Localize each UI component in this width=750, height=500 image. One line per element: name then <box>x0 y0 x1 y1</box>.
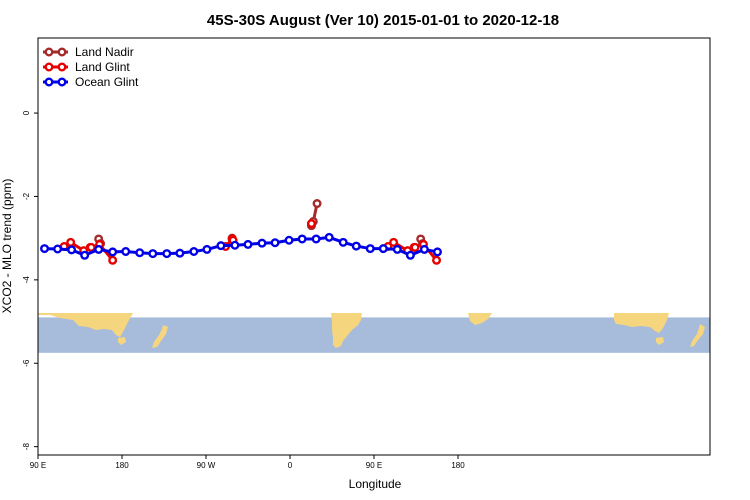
y-tick-label: 0 <box>22 110 31 115</box>
data-point-ocean-glint <box>351 241 361 251</box>
map-land-tasmania-right <box>656 337 664 345</box>
data-point-ocean-glint <box>94 244 104 254</box>
data-point-ocean-glint <box>270 238 280 248</box>
chart-title: 45S-30S August (Ver 10) 2015-01-01 to 20… <box>207 12 559 29</box>
map-ocean <box>38 317 710 353</box>
data-point-ocean-glint <box>405 250 415 260</box>
data-point-land-glint <box>389 237 399 247</box>
legend-item-land-glint: Land Glint <box>43 60 130 74</box>
y-axis: 0 -2 -4 -6 -8 <box>22 110 38 450</box>
map-land-australia-left <box>38 313 133 337</box>
data-point-ocean-glint <box>284 235 294 245</box>
data-point-ocean-glint <box>392 244 402 254</box>
data-point-land-glint <box>432 255 442 265</box>
data-point-ocean-glint <box>230 240 240 250</box>
data-point-ocean-glint <box>40 244 50 254</box>
data-point-ocean-glint <box>67 245 77 255</box>
x-tick-label: 180 <box>451 461 465 470</box>
data-point-ocean-glint <box>243 239 253 249</box>
map-land-africa <box>468 313 492 325</box>
x-tick-label: 180 <box>115 461 129 470</box>
x-tick-label: 0 <box>288 461 293 470</box>
x-axis-label: Longitude <box>349 477 402 491</box>
data-point-ocean-glint <box>162 249 172 259</box>
legend-item-land-nadir: Land Nadir <box>43 45 134 59</box>
data-point-ocean-glint <box>311 234 321 244</box>
map-land-newzealand-left <box>152 325 168 348</box>
x-axis: 90 E 180 90 W 0 90 E 180 <box>30 455 465 470</box>
data-point-ocean-glint <box>80 250 90 260</box>
map-land-newzealand-right <box>690 324 705 347</box>
data-point-ocean-glint <box>108 247 118 257</box>
y-axis-label: XCO2 - MLO trend (ppm) <box>0 179 14 314</box>
legend-marker <box>44 47 54 57</box>
map-land <box>38 313 705 348</box>
data-point-ocean-glint <box>324 232 334 242</box>
data-point-land-glint <box>66 237 76 247</box>
y-tick-label: -4 <box>22 276 31 284</box>
data-point-land-glint <box>306 219 316 229</box>
legend-marker <box>57 77 67 87</box>
legend-marker <box>57 47 67 57</box>
series-ocean-glint <box>40 232 442 260</box>
data-point-ocean-glint <box>202 244 212 254</box>
data-point-land-glint <box>86 242 96 252</box>
data-point-ocean-glint <box>148 249 158 259</box>
data-point-ocean-glint <box>378 244 388 254</box>
data-point-ocean-glint <box>135 248 145 258</box>
legend-label: Land Glint <box>75 60 130 74</box>
y-tick-label: -8 <box>22 443 31 451</box>
data-point-ocean-glint <box>121 247 131 257</box>
legend-item-ocean-glint: Ocean Glint <box>43 75 139 89</box>
y-tick-label: -6 <box>22 359 31 367</box>
x-tick-label: 90 E <box>366 461 382 470</box>
data-point-ocean-glint <box>175 248 185 258</box>
map-land-australia-right <box>614 313 669 333</box>
y-tick-label: -2 <box>22 192 31 200</box>
legend-label: Land Nadir <box>75 45 134 59</box>
data-point-ocean-glint <box>297 234 307 244</box>
data-point-land-nadir <box>312 199 322 209</box>
data-point-land-glint <box>108 255 118 265</box>
map-land-tasmania-left <box>118 337 126 345</box>
data-point-ocean-glint <box>53 244 63 254</box>
legend-marker <box>44 62 54 72</box>
data-point-ocean-glint <box>365 244 375 254</box>
world-map-strip <box>38 313 710 353</box>
series-layer <box>40 199 442 265</box>
map-land-south-america <box>331 313 362 348</box>
data-point-ocean-glint <box>338 237 348 247</box>
data-point-ocean-glint <box>432 247 442 257</box>
data-point-ocean-glint <box>419 244 429 254</box>
legend-marker <box>44 77 54 87</box>
data-point-ocean-glint <box>216 241 226 251</box>
legend-label: Ocean Glint <box>75 75 139 89</box>
data-point-land-glint <box>410 242 420 252</box>
legend-marker <box>57 62 67 72</box>
data-point-ocean-glint <box>189 247 199 257</box>
x-tick-label: 90 W <box>197 461 216 470</box>
data-point-ocean-glint <box>257 238 267 248</box>
x-tick-label: 90 E <box>30 461 46 470</box>
